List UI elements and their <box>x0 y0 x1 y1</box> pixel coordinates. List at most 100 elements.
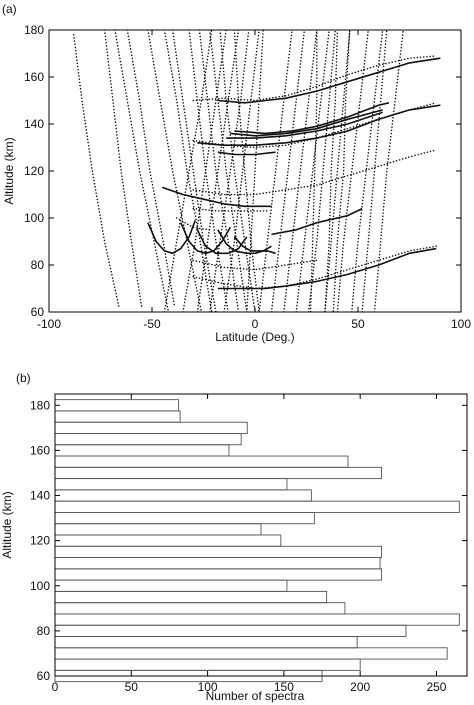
bar-180 <box>54 399 180 412</box>
x-tick-label: 100 <box>198 680 218 694</box>
y-axis-label-b: Altitude (km) <box>0 491 14 558</box>
bar-130 <box>54 511 315 525</box>
y-tick-label: 180 <box>30 398 50 412</box>
y-tick-label: 80 <box>31 258 45 272</box>
solid-curve <box>234 102 390 135</box>
solid-curve <box>180 222 231 255</box>
dotted-track <box>171 30 217 312</box>
solid-curve <box>196 229 248 255</box>
bar-80 <box>54 624 407 637</box>
bar-140 <box>54 489 312 502</box>
panel-a: (a) -100 -50 0 50 100 60 80 100 120 140 160 180 La… <box>2 2 471 344</box>
solid-curve <box>233 236 276 255</box>
dotted-track <box>188 30 229 312</box>
dotted-track <box>233 30 260 312</box>
solid-curve <box>226 111 383 139</box>
solid-curves <box>147 57 441 290</box>
dotted-track <box>192 55 438 102</box>
x-tick-label: 0 <box>52 680 59 694</box>
x-axis-label-b: Number of spectra <box>206 689 305 703</box>
y-tick-label: 160 <box>30 443 50 457</box>
bar-155 <box>54 455 349 468</box>
dotted-track <box>309 30 318 312</box>
solid-curve <box>147 220 197 255</box>
dotted-track <box>192 259 318 271</box>
x-axis-ticks-b: 0 50 100 150 200 250 <box>52 394 447 694</box>
solid-curve <box>217 57 441 104</box>
dotted-track <box>182 30 227 312</box>
dotted-track <box>208 30 248 312</box>
dotted-track <box>192 149 438 196</box>
y-tick-label: 100 <box>30 579 50 593</box>
dotted-track <box>223 30 260 312</box>
dotted-track <box>147 30 203 312</box>
dotted-track <box>258 30 293 312</box>
x-tick-label: 250 <box>426 680 446 694</box>
dotted-track <box>192 245 438 290</box>
panel-a-label: (a) <box>2 2 17 16</box>
solid-curve <box>197 104 441 146</box>
dotted-track <box>126 30 176 309</box>
x-tick-label: 150 <box>274 680 294 694</box>
bar-95 <box>54 590 328 604</box>
dotted-track <box>295 30 330 312</box>
dotted-track <box>332 30 351 312</box>
bar-100 <box>54 579 288 592</box>
dotted-track <box>361 30 388 312</box>
bars <box>54 399 460 683</box>
bar-170 <box>54 421 248 434</box>
solid-curve <box>217 247 437 290</box>
y-tick-label: 60 <box>31 305 45 319</box>
bar-90 <box>54 602 346 615</box>
dotted-track <box>163 30 213 312</box>
dotted-track <box>208 30 250 312</box>
y-tick-label: 120 <box>30 534 50 548</box>
panel-b-label: (b) <box>16 371 31 385</box>
x-tick-label: 0 <box>252 317 259 331</box>
dotted-track <box>351 30 384 312</box>
plot-frame-b <box>54 393 468 677</box>
y-tick-label: 100 <box>24 211 44 225</box>
x-axis-ticks-a: -100 -50 0 50 100 <box>37 30 471 331</box>
y-tick-label: 140 <box>24 117 44 131</box>
x-tick-label: 50 <box>125 680 139 694</box>
y-tick-label: 60 <box>37 669 51 683</box>
bar-160 <box>54 444 230 457</box>
bar-175 <box>54 410 181 423</box>
dotted-track <box>324 30 339 312</box>
bar-135 <box>54 500 460 513</box>
dotted-track <box>196 30 240 312</box>
bar-105 <box>54 568 382 581</box>
dotted-track <box>192 207 269 212</box>
bar-120 <box>54 534 282 547</box>
dotted-track <box>373 30 405 312</box>
dotted-track <box>114 30 170 312</box>
dotted-track <box>283 30 318 312</box>
dotted-tracks <box>72 30 438 312</box>
dotted-track <box>103 30 143 309</box>
bar-165 <box>54 433 242 446</box>
bar-125 <box>54 523 262 536</box>
bar-65 <box>54 658 361 671</box>
bar-115 <box>54 545 382 559</box>
x-tick-label: 200 <box>350 680 370 694</box>
panel-b: (b) 0 50 100 150 200 250 6080100120140160180 … <box>0 371 468 703</box>
x-axis-label-a: Latitude (Deg.) <box>215 330 294 344</box>
bar-150 <box>54 466 382 480</box>
solid-curve <box>217 151 276 156</box>
x-tick-label: 100 <box>451 317 471 331</box>
y-tick-label: 120 <box>24 164 44 178</box>
dotted-track <box>198 30 240 312</box>
y-tick-label: 160 <box>24 70 44 84</box>
dotted-track <box>270 30 306 312</box>
y-axis-label-a: Altitude (km) <box>2 137 16 204</box>
bar-85 <box>54 613 460 626</box>
y-tick-label: 80 <box>37 624 51 638</box>
bar-145 <box>54 478 288 491</box>
dotted-track <box>307 30 337 312</box>
solid-curve <box>271 207 363 236</box>
dotted-track <box>163 30 213 312</box>
y-tick-label: 140 <box>30 489 50 503</box>
y-tick-label: 180 <box>24 23 44 37</box>
